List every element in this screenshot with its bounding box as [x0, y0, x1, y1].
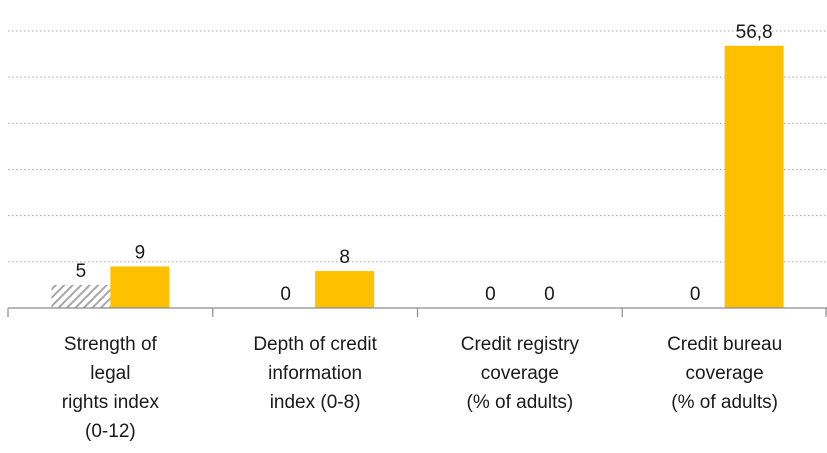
value-labels: 5 9 0 8 0 0 0 56,8 [76, 22, 773, 305]
data-label: 56,8 [736, 22, 773, 43]
category-label: coverage [686, 363, 764, 384]
data-label: 0 [544, 284, 555, 305]
category-label: (0-12) [85, 421, 136, 442]
category-label: index (0-8) [270, 392, 361, 413]
gridlines [8, 30, 827, 263]
bar [724, 45, 784, 308]
data-label: 0 [485, 284, 496, 305]
category-label: Credit bureau [667, 334, 782, 355]
bar [110, 266, 170, 308]
x-axis [7, 307, 827, 317]
bar [315, 271, 375, 308]
category-label: rights index [62, 392, 160, 413]
category-label: (% of adults) [671, 392, 778, 413]
data-label: 8 [339, 247, 350, 268]
data-label: 0 [690, 284, 701, 305]
category-label: coverage [481, 363, 559, 384]
data-label: 0 [280, 284, 291, 305]
data-label: 9 [135, 242, 146, 263]
data-label: 5 [76, 261, 87, 282]
category-label: Credit registry [461, 334, 580, 355]
bars [51, 45, 784, 308]
category-labels: Strength of legal rights index (0-12) Depth … [62, 334, 782, 442]
category-label: information [268, 363, 362, 384]
category-label: Strength of [64, 334, 158, 355]
category-label: Depth of credit [253, 334, 377, 355]
bar [51, 284, 111, 308]
category-label: legal [90, 363, 130, 384]
category-label: (% of adults) [467, 392, 574, 413]
